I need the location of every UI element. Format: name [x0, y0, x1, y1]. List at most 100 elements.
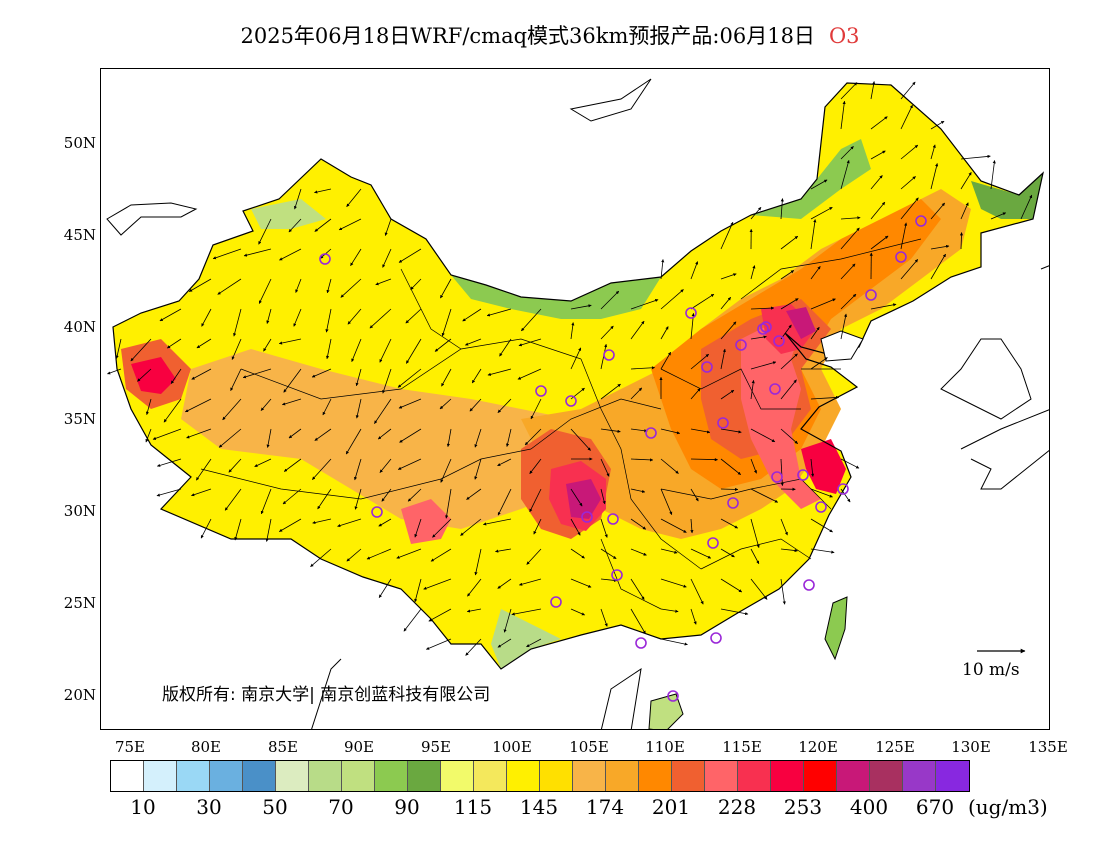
wind-reference-label: 10 m/s	[962, 660, 1020, 680]
city-station-marker	[667, 690, 679, 702]
wind-vector	[347, 308, 362, 325]
wind-vector	[224, 488, 242, 511]
wind-vector	[870, 303, 897, 310]
wind-vector	[690, 578, 704, 605]
colorbar-cell	[111, 761, 144, 791]
wind-vector	[870, 150, 886, 160]
wind-vector	[870, 116, 888, 130]
wind-vector	[505, 428, 512, 447]
wind-vector	[497, 578, 512, 589]
wind-vector	[690, 608, 697, 625]
wind-vector	[840, 488, 851, 503]
wind-vector	[660, 548, 678, 554]
wind-vector	[384, 218, 392, 236]
wind-vector	[156, 488, 182, 497]
wind-vector	[840, 313, 848, 340]
wind-vector	[487, 368, 512, 376]
wind-vector	[690, 548, 712, 559]
wind-vector	[130, 338, 152, 362]
colorbar-label: 400	[849, 795, 889, 819]
hainan-island	[648, 693, 684, 729]
wind-vector	[750, 361, 777, 370]
wind-vector	[600, 325, 614, 340]
wind-vector	[630, 488, 646, 493]
wind-vector	[518, 338, 542, 347]
wind-vector	[690, 388, 701, 400]
wind-vector	[900, 197, 919, 220]
wind-vector	[382, 368, 392, 394]
wind-vector	[186, 428, 212, 439]
wind-vector	[517, 368, 542, 380]
colorbar-label: 90	[394, 795, 420, 819]
lat-label-20: 20N	[63, 686, 96, 704]
lon-label-115: 115E	[722, 738, 762, 756]
wind-vector	[439, 398, 452, 410]
wind-vector	[460, 518, 482, 536]
colorbar-label: 201	[651, 795, 691, 819]
city-station-marker	[707, 537, 719, 549]
lon-label-110: 110E	[645, 738, 685, 756]
city-station-marker	[581, 511, 593, 523]
colorbar-cell	[738, 761, 771, 791]
wind-vector	[960, 202, 969, 220]
wind-vector	[720, 548, 735, 558]
china-landmass	[113, 83, 1043, 669]
wind-vector	[462, 308, 482, 322]
wind-vector	[750, 518, 760, 549]
wind-vector	[780, 379, 797, 400]
wind-vector	[750, 207, 762, 220]
wind-vector	[570, 608, 585, 616]
wind-vector	[440, 278, 452, 299]
wind-vector	[397, 458, 422, 470]
city-station-marker	[319, 253, 331, 265]
wind-vector	[312, 458, 332, 480]
wind-vector	[398, 248, 422, 263]
wind-vector	[690, 428, 711, 434]
wind-vector	[720, 428, 742, 434]
wind-vector	[405, 308, 422, 324]
lon-label-80: 80E	[190, 738, 222, 756]
city-station-marker	[603, 349, 615, 361]
colorbar-cell	[144, 761, 177, 791]
wind-vector	[440, 458, 452, 483]
wind-vector	[351, 338, 362, 362]
colorbar-cell	[408, 761, 441, 791]
wind-vector	[326, 338, 332, 360]
lat-label-45: 45N	[63, 226, 96, 244]
wind-vector	[434, 338, 452, 352]
wind-vector	[810, 326, 820, 340]
colorbar-cell	[342, 761, 375, 791]
wind-vector	[377, 428, 392, 440]
wind-vector	[375, 278, 392, 286]
lat-label-30: 30N	[63, 502, 96, 520]
city-station-marker	[769, 383, 781, 395]
wind-vector	[810, 179, 828, 190]
wind-vector	[499, 338, 512, 357]
title-text: 2025年06月18日WRF/cmaq模式36km预报产品:06月18日	[240, 24, 815, 48]
wind-vector	[600, 608, 608, 627]
map-panel[interactable]	[100, 68, 1050, 730]
wind-vector	[840, 82, 858, 100]
lat-label-25: 25N	[63, 594, 96, 612]
colorbar-label: 253	[783, 795, 823, 819]
city-station-marker	[735, 339, 747, 351]
wind-vector	[293, 308, 302, 327]
wind-vector	[930, 120, 945, 130]
wind-vector	[346, 548, 362, 562]
wind-vector	[396, 548, 422, 559]
wind-vector	[750, 578, 768, 600]
wind-vector	[900, 144, 919, 160]
wind-vector	[529, 458, 542, 474]
wind-vector	[660, 518, 687, 533]
wind-vector	[369, 308, 392, 329]
colorbar-legend	[110, 760, 970, 792]
wind-vector	[191, 488, 212, 497]
colorbar-cell	[276, 761, 309, 791]
wind-vector	[720, 221, 734, 250]
wind-vector	[288, 428, 302, 439]
city-station-marker	[727, 497, 739, 509]
colorbar-label: 10	[130, 795, 156, 819]
wind-vector	[570, 548, 585, 559]
wind-vector	[900, 176, 916, 190]
map-title: 2025年06月18日WRF/cmaq模式36km预报产品:06月18日 O3	[0, 20, 1100, 50]
